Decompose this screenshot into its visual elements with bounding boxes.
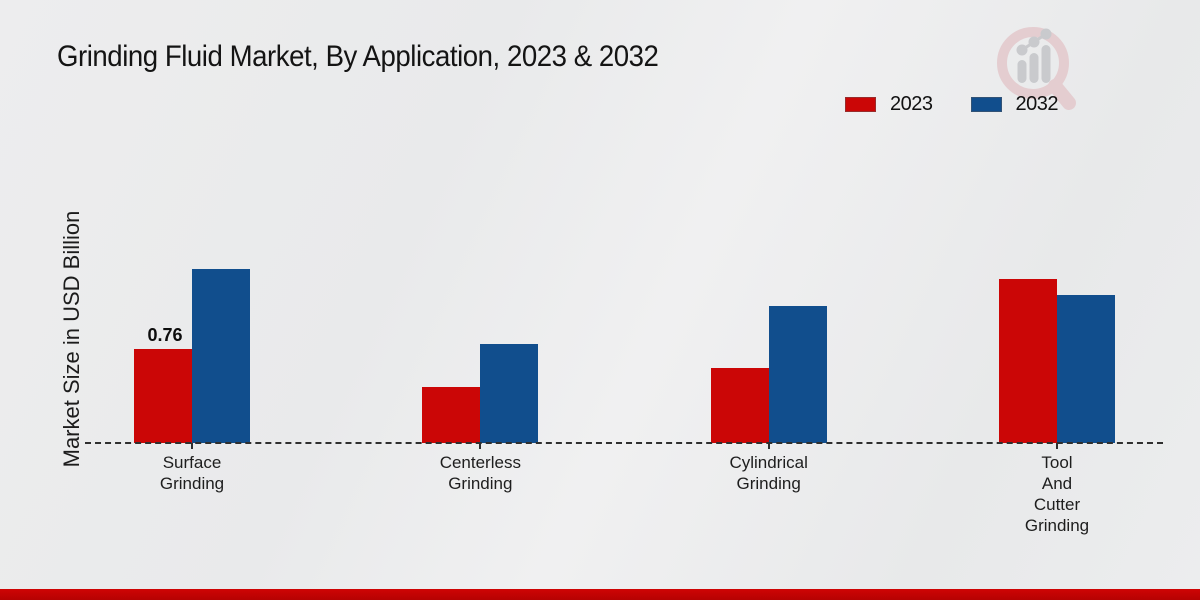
bar-2032-surface-grinding	[192, 268, 250, 443]
legend-item-2023: 2023	[845, 93, 933, 116]
legend-label-2032: 2032	[1015, 93, 1059, 115]
legend-swatch-2032	[970, 97, 1002, 112]
x-tick-centerless-grinding	[479, 443, 482, 449]
legend-label-2023: 2023	[890, 93, 933, 115]
legend: 2023 2032	[845, 93, 1058, 116]
magnifier-bar-chart-logo-icon	[997, 27, 1076, 110]
x-tick-tool-and-cutter-grinding	[1055, 443, 1058, 449]
bar-2023-centerless-grinding	[422, 387, 481, 443]
bar-value-label: 0.76	[147, 325, 183, 345]
x-tick-surface-grinding	[191, 443, 193, 449]
x-label-centerless-grinding: Centerless Grinding	[439, 453, 521, 493]
x-label-surface-grinding: Surface Grinding	[159, 453, 225, 493]
y-axis-label: Market Size in USD Billion	[59, 210, 84, 468]
bar-2023-surface-grinding	[134, 349, 192, 443]
x-axis-baseline	[85, 442, 1163, 444]
chart-title: Grinding Fluid Market, By Application, 2…	[57, 40, 659, 73]
bar-2023-cylindrical-grinding	[710, 367, 769, 443]
x-label-cylindrical-grinding: Cylindrical Grinding	[729, 453, 808, 493]
legend-item-2032: 2032	[970, 93, 1059, 116]
bottom-accent-band	[0, 589, 1200, 600]
x-label-tool-and-cutter-grinding: Tool And Cutter Grinding	[1024, 453, 1090, 535]
x-tick-cylindrical-grinding	[767, 443, 770, 449]
bar-2032-centerless-grinding	[480, 344, 539, 443]
plot-area: 0.76	[85, 0, 1163, 443]
bar-2032-cylindrical-grinding	[768, 305, 827, 443]
bar-2023-tool-and-cutter-grinding	[998, 278, 1057, 443]
legend-swatch-2023	[845, 97, 876, 112]
bar-2032-tool-and-cutter-grinding	[1056, 294, 1115, 443]
